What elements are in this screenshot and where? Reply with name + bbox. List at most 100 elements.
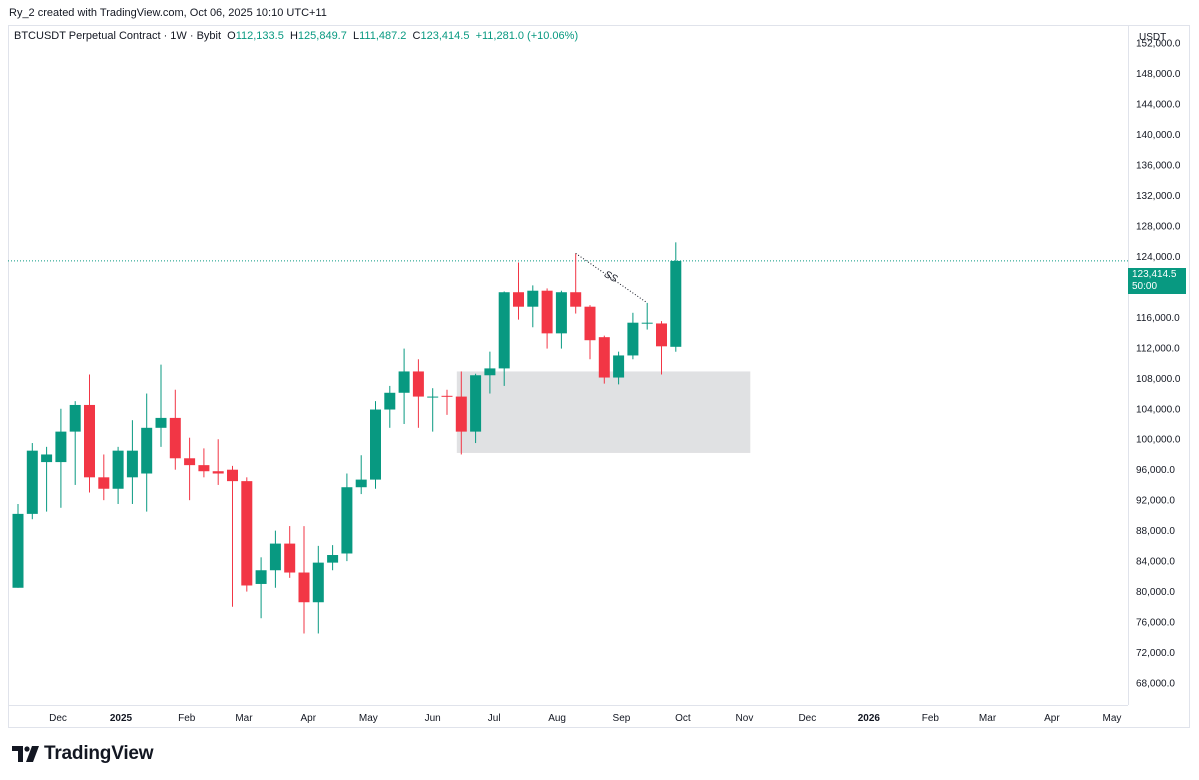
candle-body xyxy=(155,417,167,428)
chart-caption: Ry_2 created with TradingView.com, Oct 0… xyxy=(9,7,327,19)
low-label: L xyxy=(352,30,360,42)
candle-body xyxy=(584,306,596,341)
price-axis-tick: 104,000.0 xyxy=(1136,404,1181,415)
price-axis-tick: 96,000.0 xyxy=(1136,465,1175,476)
close-value: 123,414.5 xyxy=(420,30,470,42)
candle-body xyxy=(441,395,453,397)
price-axis-tick: 144,000.0 xyxy=(1136,100,1181,111)
time-axis-tick: Mar xyxy=(979,713,997,724)
candle-body xyxy=(184,458,196,466)
open-label: O xyxy=(227,30,236,42)
high-label: H xyxy=(289,30,298,42)
price-axis-tick: 152,000.0 xyxy=(1136,39,1181,50)
time-axis-tick: Jun xyxy=(425,713,441,724)
price-axis-separator xyxy=(1128,25,1129,705)
time-axis-tick: Aug xyxy=(548,713,566,724)
candle-body xyxy=(670,260,682,347)
price-axis-tick: 132,000.0 xyxy=(1136,191,1181,202)
candle-body xyxy=(269,543,281,571)
candle-body xyxy=(84,404,95,478)
tradingview-logo-icon xyxy=(12,746,39,762)
time-axis-tick: May xyxy=(359,713,378,724)
candle-body xyxy=(384,392,396,410)
tradingview-logo[interactable]: TradingView xyxy=(12,743,154,765)
price-axis-tick: 84,000.0 xyxy=(1136,557,1175,568)
candle-body xyxy=(355,479,367,488)
time-axis-tick: Nov xyxy=(736,713,754,724)
price-axis-tick: 88,000.0 xyxy=(1136,526,1175,537)
candle-body xyxy=(227,469,238,482)
change-value: +11,281.0 (+10.06%) xyxy=(475,30,579,42)
time-axis-tick: Dec xyxy=(798,713,816,724)
time-axis-tick: Dec xyxy=(49,713,67,724)
time-axis-tick: 2025 xyxy=(110,713,133,724)
candle-body xyxy=(98,477,110,489)
candle-body xyxy=(212,471,224,474)
candle-body xyxy=(641,322,653,324)
candle-body xyxy=(498,292,510,369)
price-axis-tick: 116,000.0 xyxy=(1136,313,1180,324)
candle-body xyxy=(284,543,296,573)
candle-body xyxy=(12,513,24,588)
open-value: 112,133.5 xyxy=(235,30,284,42)
candle-body xyxy=(627,322,639,356)
demand-zone-box xyxy=(456,371,751,453)
candle-body xyxy=(41,454,53,463)
time-axis-separator xyxy=(8,705,1128,706)
price-axis-tick: 68,000.0 xyxy=(1136,678,1175,689)
price-axis-tick: 140,000.0 xyxy=(1136,130,1181,141)
candle-body xyxy=(327,555,339,563)
price-axis-tick: 148,000.0 xyxy=(1136,69,1181,80)
candle-body xyxy=(26,450,38,514)
candle-body xyxy=(341,487,353,554)
time-axis-tick: Sep xyxy=(613,713,631,724)
time-axis-tick: 2026 xyxy=(858,713,881,724)
price-axis-tick: 72,000.0 xyxy=(1136,648,1175,659)
candle-body xyxy=(555,292,567,334)
price-axis-tick: 100,000.0 xyxy=(1136,435,1181,446)
candle-body xyxy=(241,481,253,586)
time-axis-tick: Apr xyxy=(301,713,317,724)
candle-body xyxy=(55,431,67,463)
price-axis-tick: 112,000.0 xyxy=(1136,343,1180,354)
candle-body xyxy=(656,323,667,347)
low-value: 111,487.2 xyxy=(359,30,407,42)
candle-body xyxy=(69,404,81,432)
candle-body xyxy=(598,337,610,378)
high-value: 125,849.7 xyxy=(297,30,347,42)
candle-body xyxy=(255,570,267,584)
candle-body xyxy=(126,450,138,478)
time-axis-tick: Jul xyxy=(488,713,501,724)
time-axis-tick: Feb xyxy=(178,713,196,724)
candle-body xyxy=(298,572,310,603)
price-axis-tick: 80,000.0 xyxy=(1136,587,1175,598)
price-axis-tick: 124,000.0 xyxy=(1136,252,1181,263)
candle-body xyxy=(412,371,424,397)
price-axis-tick: 76,000.0 xyxy=(1136,618,1175,629)
candle-body xyxy=(312,562,324,603)
time-axis-tick: Mar xyxy=(235,713,253,724)
candle-body xyxy=(513,292,524,307)
close-label: C xyxy=(412,30,421,42)
symbol-name[interactable]: BTCUSDT Perpetual Contract · 1W · Bybit xyxy=(14,30,222,42)
trend-line xyxy=(575,252,648,304)
price-axis-tick: 92,000.0 xyxy=(1136,496,1175,507)
candle-body xyxy=(398,371,410,393)
last-price-tag: 123,414.5 50:00 xyxy=(1128,268,1186,294)
price-axis-tick: 108,000.0 xyxy=(1136,374,1181,385)
bar-countdown: 50:00 xyxy=(1132,281,1158,292)
candle-body xyxy=(455,396,467,432)
currency-label[interactable]: USDT xyxy=(1139,32,1167,43)
price-axis-tick: 136,000.0 xyxy=(1136,161,1181,172)
candle-body xyxy=(370,409,381,480)
price-axis-tick: 128,000.0 xyxy=(1136,221,1181,232)
time-axis-tick: Oct xyxy=(675,713,691,724)
candle-body xyxy=(613,355,625,378)
candle-body xyxy=(484,368,496,376)
symbol-legend: BTCUSDT Perpetual Contract · 1W · Bybit … xyxy=(14,30,578,42)
last-price-value: 123,414.5 xyxy=(1132,269,1177,280)
candle-body xyxy=(527,290,539,307)
candle-body xyxy=(541,290,553,334)
time-axis-tick: Feb xyxy=(922,713,940,724)
